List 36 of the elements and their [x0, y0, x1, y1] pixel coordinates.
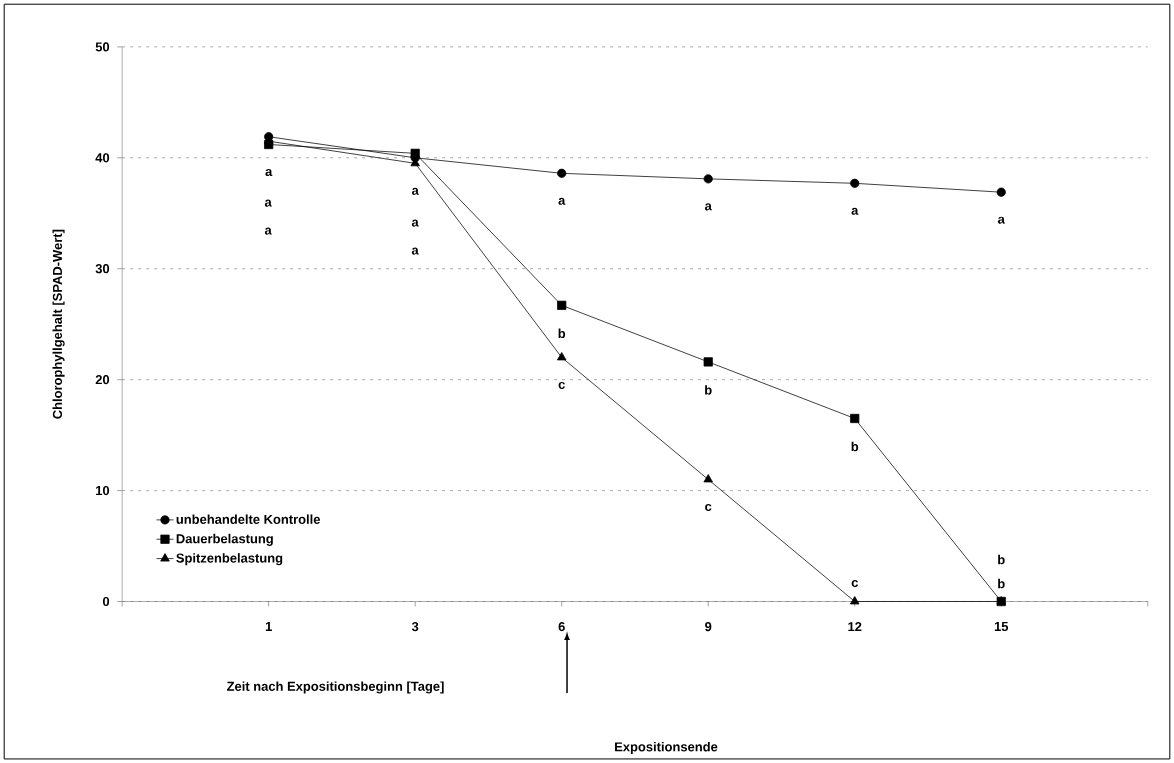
- annotation: a: [851, 207, 859, 215]
- annotation: a: [264, 227, 272, 235]
- x-tick-label: 9: [705, 621, 712, 632]
- annotation: b: [998, 578, 1005, 589]
- annotation: a: [265, 168, 273, 176]
- annotation: a: [704, 203, 712, 211]
- y-tick-label: 50: [95, 42, 110, 52]
- legend-label: Spitzenbelastung: [176, 553, 283, 566]
- annotation: a: [411, 187, 419, 195]
- x-tick-label: 1: [265, 621, 272, 631]
- annotation: c: [851, 579, 858, 587]
- annotation: a: [998, 216, 1005, 224]
- legend-label: Dauerbelastung: [176, 533, 273, 546]
- annotation: a: [264, 199, 272, 207]
- legend-label: unbehandelte Kontrolle: [176, 514, 320, 524]
- annotation: c: [558, 381, 565, 389]
- annotation: a: [558, 197, 566, 205]
- x-tick-label: 6: [558, 621, 565, 632]
- x-tick-label: 15: [994, 621, 1009, 631]
- annotation: c: [705, 503, 712, 511]
- y-tick-label: 0: [102, 596, 110, 607]
- x-axis-title: Zeit nach Expositionsbeginn [Tage]: [227, 681, 444, 694]
- x-tick-label: 12: [848, 621, 862, 631]
- x-tick-label: 3: [411, 621, 419, 632]
- annotation: a: [411, 219, 419, 227]
- annotation: a: [411, 247, 419, 255]
- annotation: b: [851, 441, 859, 452]
- y-tick-label: 30: [95, 264, 110, 274]
- annotation: b: [998, 554, 1005, 565]
- annotation: b: [705, 385, 712, 395]
- y-tick-label: 10: [96, 485, 110, 496]
- y-tick-label: 20: [95, 375, 110, 385]
- text: Expositionsende: [615, 741, 718, 754]
- y-tick-label: 40: [95, 153, 110, 163]
- y-axis-title: Chlorophyllgehalt [SPAD-Wert]: [52, 229, 65, 419]
- annotation: b: [558, 328, 566, 339]
